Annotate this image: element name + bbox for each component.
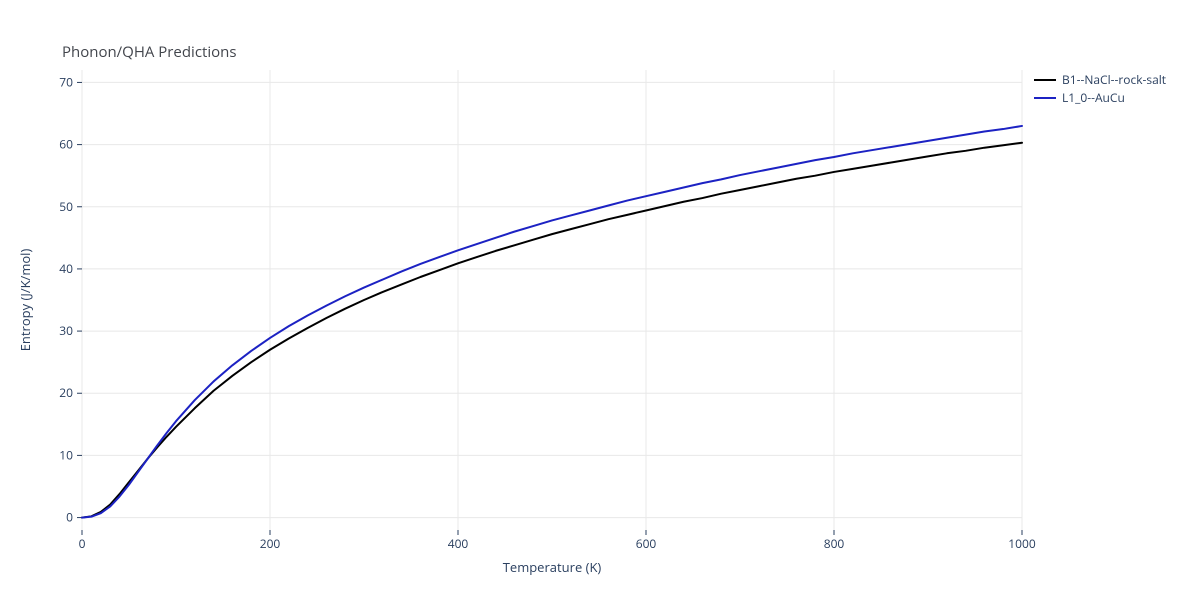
y-tick-label: 20	[59, 384, 73, 401]
series-line-0	[82, 143, 1022, 518]
y-axis-label: Entropy (J/K/mol)	[16, 249, 34, 352]
y-tick-label: 60	[59, 136, 73, 153]
series-line-1	[82, 126, 1022, 518]
chart-title: Phonon/QHA Predictions	[62, 42, 237, 62]
y-tick-label: 50	[59, 198, 73, 215]
y-tick-label: 30	[59, 322, 73, 339]
x-tick-label: 800	[824, 535, 845, 552]
x-tick-label: 1000	[1008, 535, 1036, 552]
y-tick-label: 0	[66, 509, 73, 526]
y-tick-label: 40	[59, 260, 73, 277]
x-tick-label: 400	[448, 535, 469, 552]
chart-container: Phonon/QHA Predictions 02004006008001000…	[0, 0, 1200, 600]
x-tick-label: 0	[79, 535, 86, 552]
chart-svg: 0 200 400 600 800 1000 0 10 20 30 40 50 60 70 Temperat…	[0, 0, 1200, 600]
x-tick-label: 600	[636, 535, 657, 552]
x-tick-label: 200	[260, 535, 281, 552]
y-tick-label: 70	[59, 73, 73, 90]
y-tick-label: 10	[59, 446, 73, 463]
legend-label[interactable]: B1--NaCl--rock-salt	[1062, 71, 1166, 88]
x-axis-label: Temperature (K)	[503, 558, 602, 576]
legend-label[interactable]: L1_0--AuCu	[1062, 89, 1125, 106]
